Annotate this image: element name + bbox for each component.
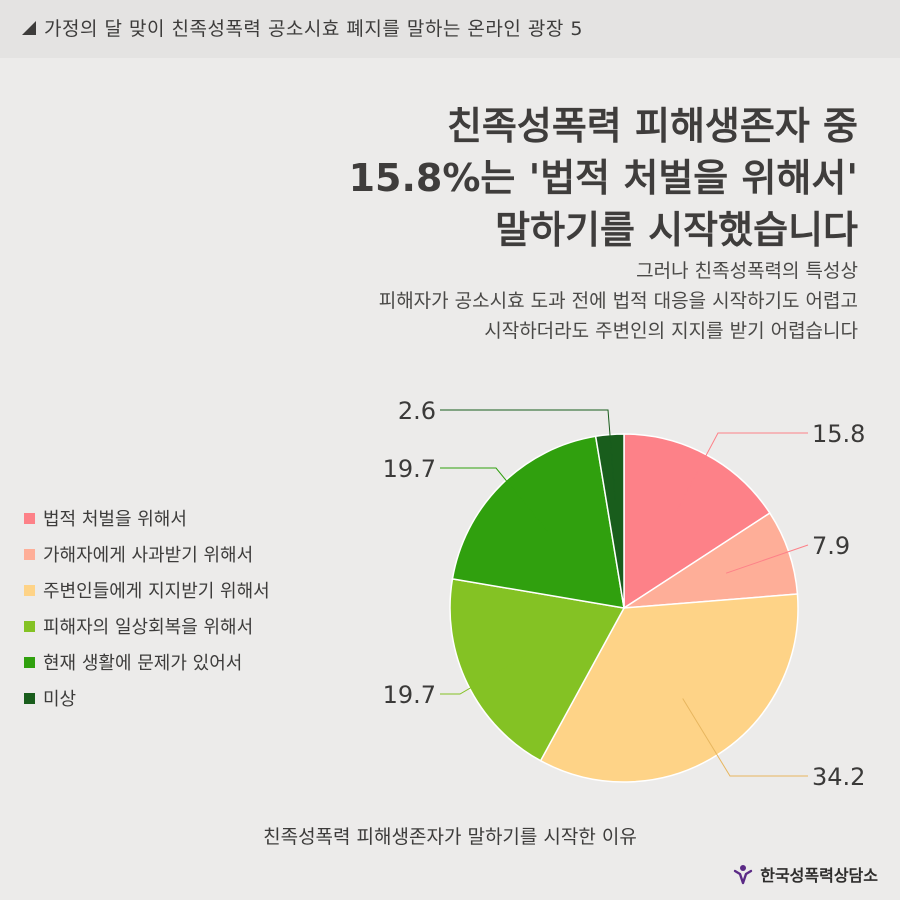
legend-item: 가해자에게 사과받기 위해서 [24,536,270,572]
legend-item: 미상 [24,680,270,716]
subtext-line: 시작하더라도 주변인의 지지를 받기 어렵습니다 [484,320,858,342]
legend-label: 법적 처벌을 위해서 [43,509,187,530]
legend-swatch [24,692,35,704]
series-title-text: 가정의 달 맞이 친족성폭력 공소시효 폐지를 말하는 온라인 광장 5 [44,18,583,40]
legend-item: 피해자의 일상회복을 위해서 [24,608,270,644]
pie-slice [623,433,771,610]
leader-line [440,654,528,695]
pie-slice [449,577,626,762]
subtext-line: 피해자가 공소시효 도과 전에 법적 대응을 시작하기도 어렵고 [378,290,858,312]
data-label: 2.6 [398,397,436,425]
legend-swatch [24,512,35,524]
data-label: 19.7 [383,681,436,709]
data-label: 15.8 [812,420,865,448]
header-bar: 가정의 달 맞이 친족성폭력 공소시효 폐지를 말하는 온라인 광장 5 [0,0,900,58]
data-label: 19.7 [383,455,436,483]
legend-swatch [24,584,35,596]
headline: 친족성폭력 피해생존자 중 15.8%는 '법적 처벌을 위해서' 말하기를 시… [98,100,858,256]
legend-label: 주변인들에게 지지받기 위해서 [43,581,270,602]
legend-swatch [24,620,35,632]
legend-item: 현재 생활에 문제가 있어서 [24,644,270,680]
data-label: 7.9 [812,532,850,560]
leader-line [725,544,809,574]
series-title: 가정의 달 맞이 친족성폭력 공소시효 폐지를 말하는 온라인 광장 5 [22,14,583,41]
legend-item: 주변인들에게 지지받기 위해서 [24,572,270,608]
headline-line: 말하기를 시작했습니다 [495,208,858,252]
data-label: 34.2 [812,763,865,791]
leader-line [682,698,808,777]
org-logo-icon [734,865,753,885]
legend-label: 현재 생활에 문제가 있어서 [43,653,243,674]
headline-line: 친족성폭력 피해생존자 중 [446,104,858,148]
organization-name: 한국성폭력상담소 [760,866,878,885]
leader-line [440,467,549,532]
subtext-line: 그러나 친족성폭력의 특성상 [636,260,858,282]
legend-swatch [24,656,35,668]
leader-line [674,432,808,514]
chart-caption: 친족성폭력 피해생존자가 말하기를 시작한 이유 [263,826,637,848]
chart-legend: 법적 처벌을 위해서 가해자에게 사과받기 위해서 주변인들에게 지지받기 위해… [24,500,270,716]
legend-swatch [24,548,35,560]
legend-label: 피해자의 일상회복을 위해서 [43,617,254,638]
subtext: 그러나 친족성폭력의 특성상 피해자가 공소시효 도과 전에 법적 대응을 시작… [98,256,858,346]
legend-item: 법적 처벌을 위해서 [24,500,270,536]
headline-line: 15.8%는 '법적 처벌을 위해서' [348,156,858,200]
legend-label: 가해자에게 사과받기 위해서 [43,545,254,566]
pie-slice [451,435,625,609]
triangle-icon [22,20,36,35]
organization: 한국성폭력상담소 [732,862,878,886]
leader-line [440,409,616,501]
pie-slice [539,593,799,783]
legend-label: 미상 [43,689,77,710]
